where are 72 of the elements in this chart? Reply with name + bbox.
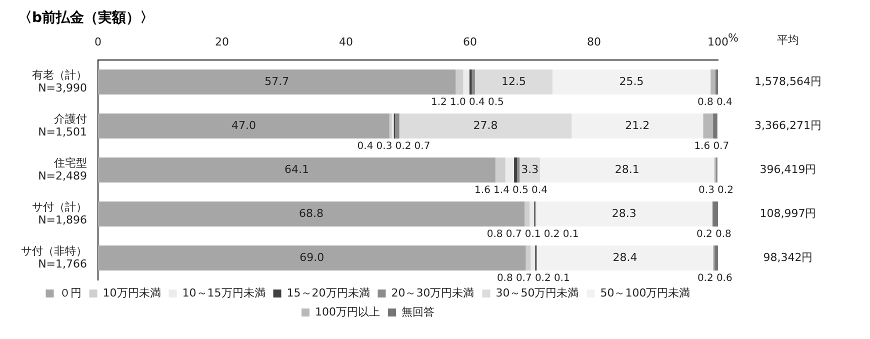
legend-label: 100万円以上	[315, 305, 380, 318]
text: 3,366,271円	[754, 118, 822, 132]
data-label: 0.7	[414, 141, 430, 152]
legend-label: 15～20万円未満	[286, 286, 370, 300]
data-label: 1.2	[430, 97, 447, 108]
data-label: 0.3	[376, 141, 392, 152]
text: 98,342円	[763, 250, 813, 264]
data-label: 0.7	[713, 141, 730, 152]
x-tick-label: 80	[587, 35, 601, 48]
data-label: 3.3	[521, 162, 539, 176]
legend-label: 50～100万円未満	[600, 286, 690, 300]
chart-title: 〈b前払金（実額）〉	[18, 9, 154, 26]
y-tick-label: 有老（計） N=3,990	[32, 68, 87, 94]
legend-label: 20～30万円未満	[391, 286, 474, 300]
text: 396,419円	[760, 162, 816, 176]
data-label: 0.4	[468, 97, 485, 108]
text: 平均	[777, 34, 799, 47]
y-tick-label: サ付（非特） N=1,766	[21, 244, 87, 270]
data-label: 27.8	[473, 118, 498, 132]
legend-label: ０円	[59, 286, 82, 300]
data-label: 0.2	[534, 273, 551, 284]
data-label: 0.7	[516, 273, 532, 284]
legend-label: 30～50万円未満	[496, 286, 579, 300]
x-tick-label: 100	[708, 35, 728, 48]
x-tick-label: 60	[463, 35, 477, 48]
data-label: 0.1	[524, 229, 541, 240]
data-label: 0.8	[716, 229, 732, 240]
data-label: 25.5	[619, 74, 644, 88]
x-axis-title: %	[728, 32, 738, 45]
legend-label: 10万円未満	[102, 286, 161, 300]
data-label: 0.2	[696, 229, 712, 240]
data-label: 69.0	[300, 250, 324, 264]
data-label: 0.3	[698, 185, 714, 196]
y-tick-label: 介護付 N=1,501	[38, 112, 87, 138]
data-label: 0.8	[697, 97, 714, 108]
data-label: 0.4	[716, 97, 732, 108]
data-label: 0.4	[357, 141, 374, 152]
data-label: 1.6	[474, 185, 490, 196]
x-tick-label: 0	[94, 35, 102, 48]
x-tick-label: 40	[339, 35, 353, 48]
data-label: 28.3	[612, 206, 636, 220]
data-label: 28.4	[612, 250, 638, 264]
data-label: 28.1	[614, 162, 640, 176]
data-label: 0.6	[716, 273, 732, 284]
data-label: 64.1	[284, 162, 309, 176]
data-label: 0.7	[506, 229, 522, 240]
data-label: 0.8	[486, 229, 503, 240]
data-label: 0.1	[562, 229, 579, 240]
legend-label: 無回答	[402, 305, 434, 318]
data-label: 1.4	[494, 185, 510, 196]
data-label: 12.5	[501, 74, 526, 88]
data-label: 0.2	[544, 229, 560, 240]
data-label: 0.2	[718, 185, 734, 196]
text: 108,997円	[760, 206, 816, 220]
data-label: 0.2	[395, 141, 412, 152]
data-label: 0.2	[697, 273, 714, 284]
legend-label: 10～15万円未満	[182, 286, 266, 300]
data-label: 0.4	[532, 185, 548, 196]
data-label: 1.0	[450, 97, 466, 108]
data-label: 0.1	[554, 273, 570, 284]
text: 1,578,564円	[754, 74, 822, 88]
data-label: 0.5	[512, 185, 528, 196]
data-label: 0.8	[496, 273, 513, 284]
data-label: 1.6	[694, 141, 710, 152]
y-tick-label: 住宅型 N=2,489	[38, 156, 87, 182]
data-label: 47.0	[231, 118, 256, 132]
y-tick-label: サ付（計） N=1,896	[32, 200, 87, 226]
data-label: 57.7	[264, 74, 290, 88]
x-tick-label: 20	[215, 35, 229, 48]
data-label: 0.5	[488, 97, 504, 108]
data-label: 21.2	[625, 118, 650, 132]
data-label: 68.8	[299, 206, 324, 220]
